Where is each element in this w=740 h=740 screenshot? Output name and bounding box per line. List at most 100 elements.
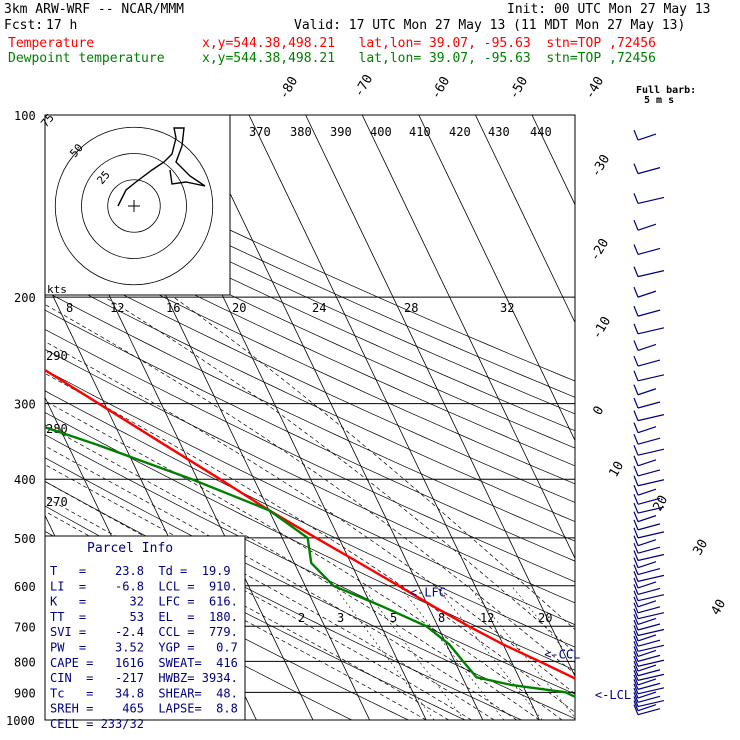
hodograph-ring xyxy=(81,153,187,259)
wind-barb-flag xyxy=(633,670,639,681)
pressure-tick-label: 800 xyxy=(14,655,36,669)
wind-barb-flag xyxy=(633,397,639,409)
wind-barb xyxy=(637,388,657,396)
wind-barb xyxy=(637,639,661,647)
wind-barb xyxy=(637,133,657,141)
dry-adiabat-line xyxy=(45,290,575,542)
wind-barb-flag xyxy=(633,511,639,522)
dry-adiabat-line xyxy=(45,369,575,626)
wind-barb-flag xyxy=(633,433,639,445)
theta-label: 430 xyxy=(488,125,510,139)
wind-barb-flag xyxy=(633,614,639,625)
pressure-tick-label: 900 xyxy=(14,686,36,700)
wind-barb-flag xyxy=(633,625,639,636)
wind-barb xyxy=(637,270,665,278)
dry-adiabat-label: 270 xyxy=(46,495,68,509)
speed-axis-label: 8 xyxy=(66,301,73,315)
wind-barb xyxy=(637,654,661,662)
temperature-legend-label: Temperature xyxy=(8,36,95,51)
isotherm-label: -20 xyxy=(587,236,612,264)
wind-barb-flag xyxy=(633,455,639,466)
wind-barb xyxy=(637,695,661,703)
isotherm-label: -70 xyxy=(351,72,376,100)
wind-barb xyxy=(637,634,657,642)
wind-barb xyxy=(637,628,665,637)
wind-barb-flag xyxy=(633,608,639,619)
wind-barb-flag xyxy=(633,484,639,496)
isotherm-line xyxy=(305,115,575,678)
wind-barb xyxy=(637,359,661,367)
wind-barb xyxy=(637,327,665,335)
parcel-info-row: TT = 53 EL = 180. xyxy=(50,610,238,624)
wind-barb-flag xyxy=(633,683,639,694)
wind-barb xyxy=(637,659,665,667)
moist-adiabat-line xyxy=(173,296,575,631)
wind-barb-flag xyxy=(633,193,639,204)
wind-barb-flag xyxy=(633,577,639,589)
dry-adiabat-line xyxy=(45,203,575,449)
dewpoint-profile xyxy=(45,426,575,699)
dry-adiabat-line xyxy=(45,170,575,415)
wind-barb xyxy=(637,691,657,699)
hodograph-trace xyxy=(117,127,206,207)
parcel-info-row: Tc = 34.8 SHEAR= 48. xyxy=(50,686,238,700)
wind-barb-flag xyxy=(633,602,639,614)
mixing-ratio-label: 2 xyxy=(298,611,305,625)
wind-barb-flag xyxy=(633,305,639,317)
pressure-tick-label: 400 xyxy=(14,473,36,487)
wind-barb xyxy=(637,479,665,487)
temperature-legend-meta: x,y=544.38,498.21 lat,lon= 39.07, -95.63… xyxy=(202,36,656,51)
parcel-info-row: K = 32 LFC = 616. xyxy=(50,595,238,609)
speed-axis-label: 12 xyxy=(110,301,124,315)
wind-barb-flag xyxy=(633,619,639,631)
wind-barb-flag xyxy=(633,535,639,546)
wind-barb xyxy=(637,343,657,352)
hodograph-ring xyxy=(107,179,161,233)
parcel-info-title: Parcel Info xyxy=(87,541,173,556)
wind-barb xyxy=(637,506,665,514)
wind-barb xyxy=(637,574,665,582)
wind-barb-flag xyxy=(633,696,639,707)
mixing-ratio-label: 3 xyxy=(337,611,344,625)
init-time: Init: 00 UTC Mon 27 May 13 xyxy=(507,2,711,17)
wind-barb-flag xyxy=(633,527,639,539)
isotherm-line xyxy=(418,115,575,442)
isotherm-line xyxy=(192,115,484,720)
wind-barb-flag xyxy=(633,219,639,231)
valid-time: Valid: 17 UTC Mon 27 May 13 (11 MDT Mon … xyxy=(294,18,686,33)
wind-barb xyxy=(637,309,661,317)
wind-barb xyxy=(637,673,665,681)
theta-label: 410 xyxy=(409,125,431,139)
wind-barb xyxy=(637,448,665,456)
wind-barb-flag xyxy=(633,340,639,351)
wind-barb-flag xyxy=(633,635,639,647)
wind-barb-flag xyxy=(633,384,639,395)
wind-barb xyxy=(637,459,657,467)
wind-barb-flag xyxy=(633,679,639,690)
wind-barb xyxy=(637,401,661,409)
wind-barb-flag xyxy=(633,323,639,335)
moist-adiabat-line xyxy=(45,481,472,720)
pressure-tick-label: 700 xyxy=(14,620,36,634)
wind-barb-flag xyxy=(633,444,639,456)
wind-barb xyxy=(637,247,661,256)
wind-barb-flag xyxy=(633,163,639,174)
wind-barb xyxy=(637,488,657,496)
forecast-hour: 17 h xyxy=(46,18,78,33)
level-annotation: <-LFC xyxy=(410,586,446,600)
theta-label: 390 xyxy=(330,125,352,139)
wind-barb xyxy=(637,223,657,231)
moist-adiabat-line xyxy=(45,400,563,720)
dry-adiabat-line xyxy=(45,434,575,695)
moist-adiabat-line xyxy=(45,464,495,720)
wind-barb-flag xyxy=(633,596,639,608)
wind-barb-flag xyxy=(633,519,639,531)
wind-barb-flag xyxy=(633,692,639,703)
wind-barb xyxy=(637,612,665,620)
mixing-ratio-label: 12 xyxy=(480,611,494,625)
wind-barb xyxy=(637,644,665,652)
wind-barb xyxy=(637,426,657,434)
wind-barb-flag xyxy=(633,502,639,514)
parcel-info-row: CIN = -217 HWBZ= 3934. xyxy=(50,671,238,685)
wind-barb-flag xyxy=(633,286,639,298)
